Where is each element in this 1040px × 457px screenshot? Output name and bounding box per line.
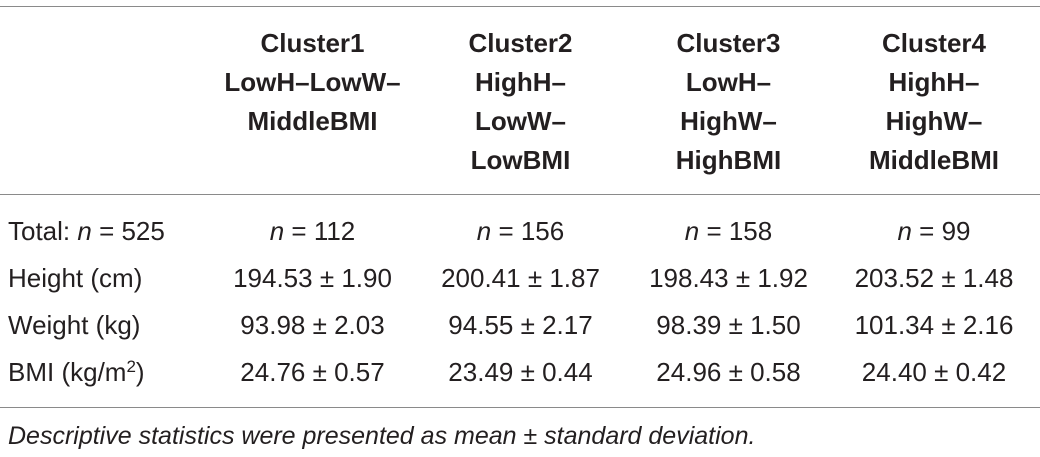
table-cell: n = 156	[418, 208, 623, 255]
count-value: = 112	[284, 216, 356, 246]
header-line: MiddleBMI	[247, 106, 378, 136]
header-line: LowH–LowW–	[224, 67, 401, 97]
header-line: Cluster3	[676, 28, 781, 58]
table-cell: n = 112	[210, 208, 415, 255]
header-line: HighBMI	[675, 145, 782, 175]
header-line: HighH–	[888, 67, 980, 97]
count-value: = 156	[491, 216, 565, 246]
header-line: LowH–	[685, 67, 772, 97]
table-cell: 93.98 ± 2.03	[240, 310, 385, 340]
table-cell: 24.96 ± 0.58	[656, 357, 801, 387]
label-suffix: = 525	[91, 216, 165, 246]
table-cell: 200.41 ± 1.87	[441, 263, 600, 293]
table-cell: 98.39 ± 1.50	[656, 310, 801, 340]
row-label-total: Total: n = 525	[8, 208, 165, 255]
table-footnote: Descriptive statistics were presented as…	[8, 422, 756, 450]
header-line: MiddleBMI	[869, 145, 999, 175]
bmi-label-main: BMI (kg/m	[8, 357, 127, 387]
table-cell: 198.43 ± 1.92	[649, 263, 808, 293]
table-cell: n = 99	[834, 208, 1034, 255]
bmi-label-end: )	[135, 357, 145, 387]
header-line: HighW–	[885, 106, 983, 136]
column-header-cluster2: Cluster2 HighH– LowW– LowBMI	[418, 24, 623, 180]
table-bottom-rule	[0, 407, 1040, 408]
column-header-cluster1: Cluster1 LowH–LowW– MiddleBMI	[210, 24, 415, 141]
header-line: LowW–	[475, 106, 566, 136]
header-line: LowBMI	[470, 145, 571, 175]
table-row-bmi: BMI (kg/m2) 24.76 ± 0.57 23.49 ± 0.44 24…	[0, 349, 1040, 396]
n-symbol: n	[269, 216, 285, 246]
table-cell: n = 158	[626, 208, 831, 255]
n-symbol: n	[684, 216, 700, 246]
header-line: Cluster4	[881, 28, 987, 58]
row-label-weight: Weight (kg)	[8, 310, 141, 340]
table-cell: 203.52 ± 1.48	[854, 263, 1014, 293]
table-cell: 194.53 ± 1.90	[233, 263, 392, 293]
header-separator-rule	[0, 194, 1040, 195]
count-value: = 158	[699, 216, 773, 246]
header-line: HighH–	[475, 67, 566, 97]
column-header-cluster4: Cluster4 HighH– HighW– MiddleBMI	[834, 24, 1034, 180]
n-symbol: n	[476, 216, 492, 246]
table-row-total: Total: n = 525 n = 112 n = 156 n = 158 n…	[0, 208, 1040, 255]
header-line: Cluster2	[468, 28, 573, 58]
row-label-bmi: BMI (kg/m2)	[8, 349, 145, 396]
header-line: Cluster1	[260, 28, 365, 58]
n-symbol: n	[897, 216, 912, 246]
table-cell: 24.40 ± 0.42	[861, 357, 1007, 387]
table-cell: 23.49 ± 0.44	[448, 357, 593, 387]
bmi-label-superscript: 2	[126, 357, 136, 376]
count-value: = 99	[911, 216, 971, 246]
column-header-cluster3: Cluster3 LowH– HighW– HighBMI	[626, 24, 831, 180]
header-line: HighW–	[680, 106, 777, 136]
n-symbol: n	[77, 216, 92, 246]
table-cell: 94.55 ± 2.17	[448, 310, 593, 340]
label-prefix: Total:	[8, 216, 78, 246]
row-label-height: Height (cm)	[8, 263, 143, 293]
table-top-rule	[0, 6, 1040, 7]
table-row-height: Height (cm) 194.53 ± 1.90 200.41 ± 1.87 …	[0, 255, 1040, 302]
table-cell: 24.76 ± 0.57	[240, 357, 385, 387]
table-cell: 101.34 ± 2.16	[854, 310, 1014, 340]
table-row-weight: Weight (kg) 93.98 ± 2.03 94.55 ± 2.17 98…	[0, 302, 1040, 349]
